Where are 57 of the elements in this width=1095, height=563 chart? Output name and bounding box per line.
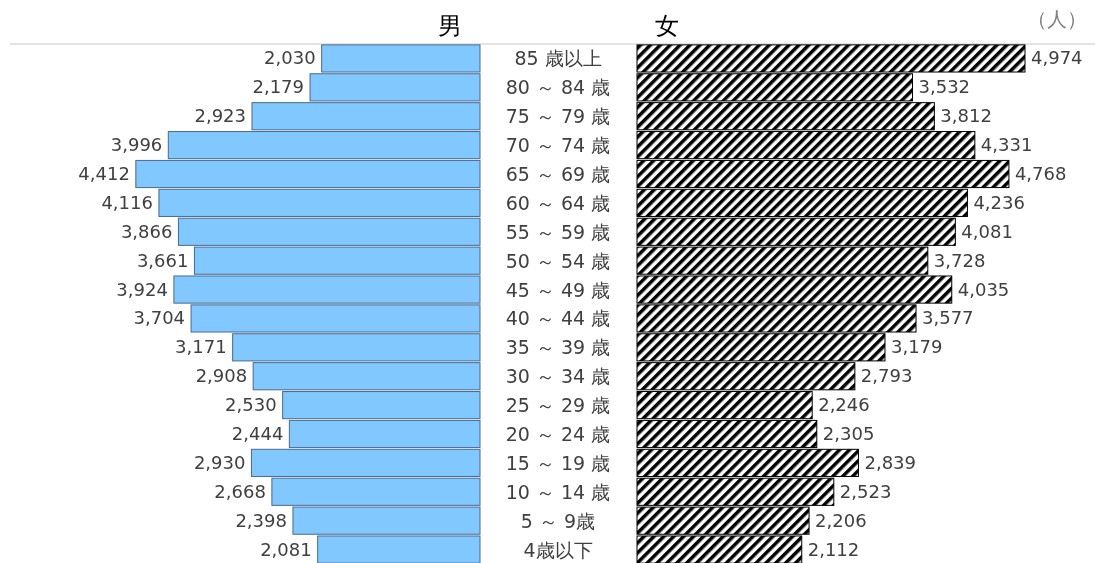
chart-title: 男 — [438, 12, 462, 40]
y-tick-label: 65 ～ 69 歳 — [505, 163, 611, 185]
data-label: 2,523 — [839, 480, 892, 502]
data-label: 2,030 — [264, 47, 316, 69]
y-tick-label: 85 歳以上 — [514, 47, 602, 70]
y-tick-label: 25 ～ 29 歳 — [505, 394, 611, 417]
data-label: 4,081 — [961, 220, 1013, 242]
y-tick-label: 20 ～ 24 歳 — [505, 423, 611, 445]
data-label: 3,532 — [918, 76, 971, 98]
data-label: 4,768 — [1014, 163, 1067, 184]
y-tick-label: 15 ～ 19 歳 — [505, 451, 611, 474]
data-label: 2,246 — [818, 394, 870, 416]
data-label: 2,530 — [225, 394, 277, 416]
data-label: 3,171 — [175, 336, 227, 358]
data-label: 2,398 — [235, 509, 287, 531]
data-label: 3,924 — [116, 278, 168, 300]
data-label: 2,179 — [252, 76, 305, 98]
data-label: 3,996 — [110, 134, 163, 156]
data-label: 2,839 — [864, 451, 916, 473]
data-label: 4,236 — [973, 191, 1025, 213]
y-tick-label: 10 ～ 14 歳 — [505, 480, 611, 503]
text: （人） — [1027, 7, 1087, 31]
data-label: 3,866 — [120, 220, 173, 242]
y-tick-label: 55 ～ 59 歳 — [505, 220, 611, 243]
data-label: 2,930 — [193, 451, 246, 473]
data-label: 2,668 — [214, 480, 266, 502]
data-label: 2,112 — [807, 538, 860, 560]
data-label: 4,412 — [78, 163, 130, 184]
data-label: 3,577 — [922, 307, 974, 329]
data-label: 4,331 — [980, 134, 1033, 156]
data-label: 3,704 — [133, 307, 186, 329]
data-label: 4,035 — [957, 278, 1010, 300]
y-tick-label: 5 ～ 9歳 — [520, 509, 596, 532]
data-label: 3,179 — [890, 336, 943, 358]
data-label: 2,923 — [194, 105, 246, 127]
y-tick-label: 70 ～ 74 歳 — [505, 134, 611, 157]
data-label: 2,444 — [231, 423, 284, 444]
data-label: 2,908 — [195, 365, 248, 387]
data-label: 4,116 — [101, 191, 153, 213]
data-label: 2,793 — [860, 365, 913, 387]
data-label: 2,081 — [260, 538, 312, 560]
y-tick-label: 50 ～ 54 歳 — [505, 249, 611, 272]
chart-title: 女 — [655, 12, 679, 40]
y-tick-label: 35 ～ 39 歳 — [505, 336, 611, 359]
data-label: 4,974 — [1031, 47, 1083, 69]
y-tick-label: 45 ～ 49 歳 — [505, 278, 611, 301]
data-label: 3,661 — [136, 249, 189, 271]
data-label: 3,728 — [933, 249, 986, 271]
y-tick-label: 4歳以下 — [523, 538, 593, 561]
y-tick-label: 75 ～ 79 歳 — [505, 105, 611, 128]
y-tick-label: 30 ～ 34 歳 — [505, 365, 611, 388]
y-tick-label: 40 ～ 44 歳 — [505, 307, 611, 330]
data-label: 2,305 — [822, 423, 875, 444]
y-tick-label: 80 ～ 84 歳 — [505, 76, 611, 99]
data-label: 3,812 — [940, 105, 992, 127]
data-label: 2,206 — [815, 509, 867, 531]
y-tick-label: 60 ～ 64 歳 — [505, 191, 611, 214]
